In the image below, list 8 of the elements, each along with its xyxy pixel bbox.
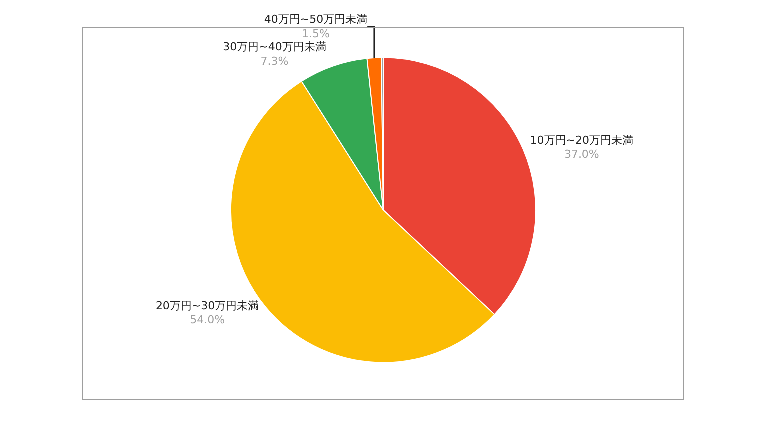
slice-label: 10万円~20万円未満 — [530, 134, 634, 147]
slice-label: 30万円~40万円未満 — [223, 40, 326, 54]
data-label: 37.0% — [564, 148, 600, 162]
data-label: 7.3% — [260, 54, 289, 68]
slice-label: 20万円~30万円未満 — [156, 299, 260, 312]
data-label: 1.5% — [302, 27, 330, 40]
data-label: 54.0% — [190, 314, 226, 327]
slice-label: 40万円~50万円未満 — [264, 13, 368, 26]
